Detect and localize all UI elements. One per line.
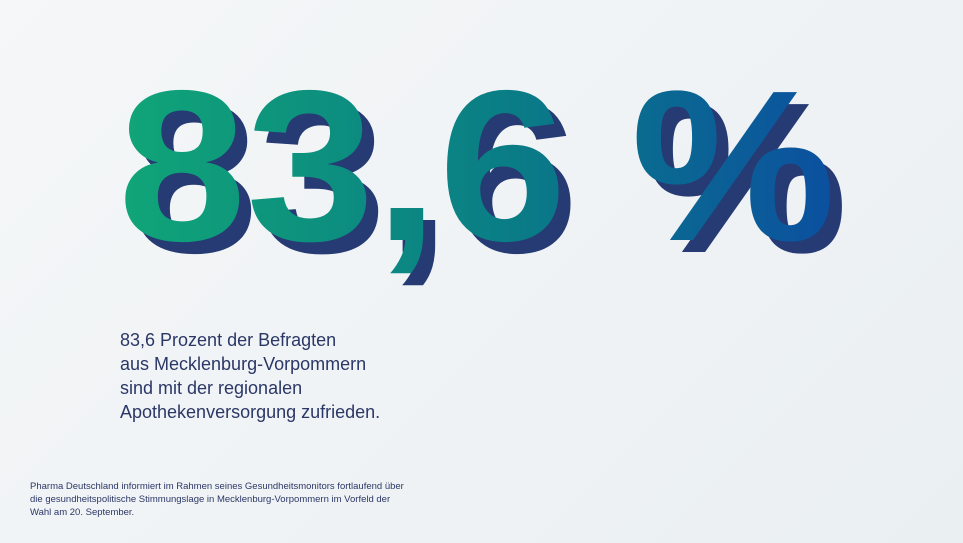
body-line: Apothekenversorgung zufrieden. bbox=[120, 402, 380, 422]
headline-value: 83,6 % bbox=[118, 45, 836, 286]
footer-line: Pharma Deutschland informiert im Rahmen … bbox=[30, 481, 404, 492]
body-line: aus Mecklenburg-Vorpommern bbox=[120, 354, 366, 374]
headline-shadow: 83,6 % bbox=[130, 57, 848, 298]
footer-text: Pharma Deutschland informiert im Rahmen … bbox=[30, 481, 404, 518]
footer-line: die gesundheitspolitische Stimmungslage … bbox=[30, 494, 390, 505]
footer-line: Wahl am 20. September. bbox=[30, 507, 134, 518]
body-line: 83,6 Prozent der Befragten bbox=[120, 330, 336, 350]
body-text: 83,6 Prozent der Befragten aus Mecklenbur… bbox=[120, 330, 380, 422]
body-line: sind mit der regionalen bbox=[120, 378, 302, 398]
